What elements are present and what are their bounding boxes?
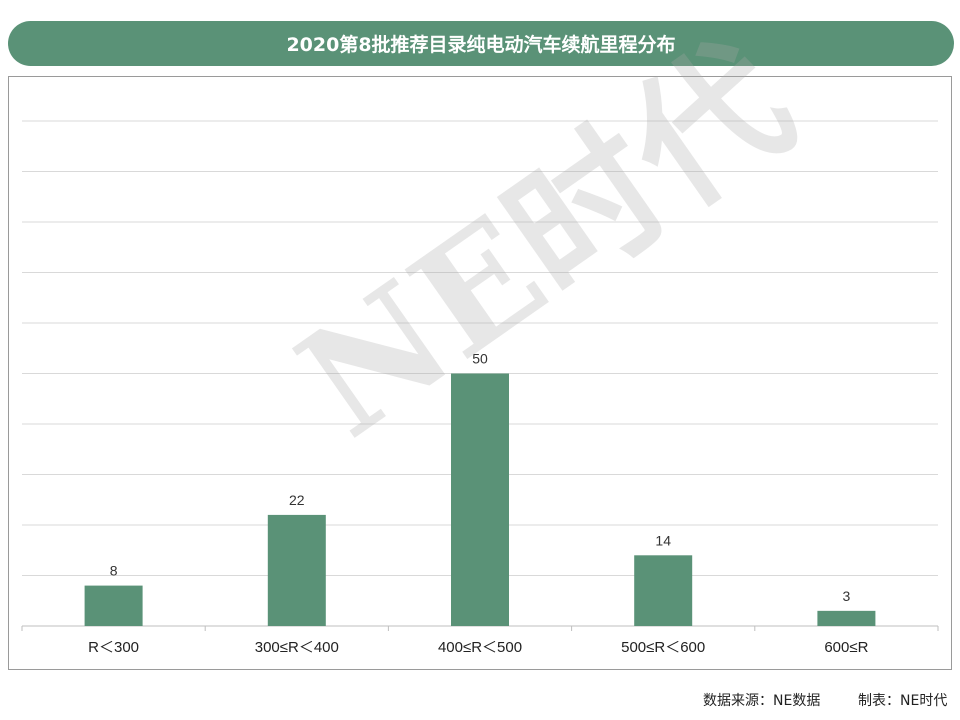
bar bbox=[451, 373, 509, 626]
x-tick-label: 500≤R＜600 bbox=[621, 639, 705, 656]
bar bbox=[634, 555, 693, 626]
data-label: 14 bbox=[655, 532, 671, 548]
x-tick-label: 600≤R bbox=[824, 639, 868, 656]
data-label: 8 bbox=[110, 563, 118, 579]
x-tick-label: 300≤R＜400 bbox=[255, 639, 339, 656]
x-tick-label: R＜300 bbox=[88, 639, 139, 656]
data-label: 50 bbox=[472, 351, 488, 367]
data-source-note: 数据来源：NE数据 bbox=[703, 693, 821, 709]
data-label: 3 bbox=[843, 588, 851, 604]
chart-maker-note: 制表：NE时代 bbox=[858, 693, 948, 709]
data-label: 22 bbox=[289, 492, 305, 508]
chart-title: 2020第8批推荐目录纯电动汽车续航里程分布 bbox=[8, 21, 954, 66]
bar bbox=[84, 585, 143, 626]
x-tick-label: 400≤R＜500 bbox=[438, 639, 522, 656]
bar bbox=[817, 610, 876, 626]
bar bbox=[267, 514, 326, 626]
